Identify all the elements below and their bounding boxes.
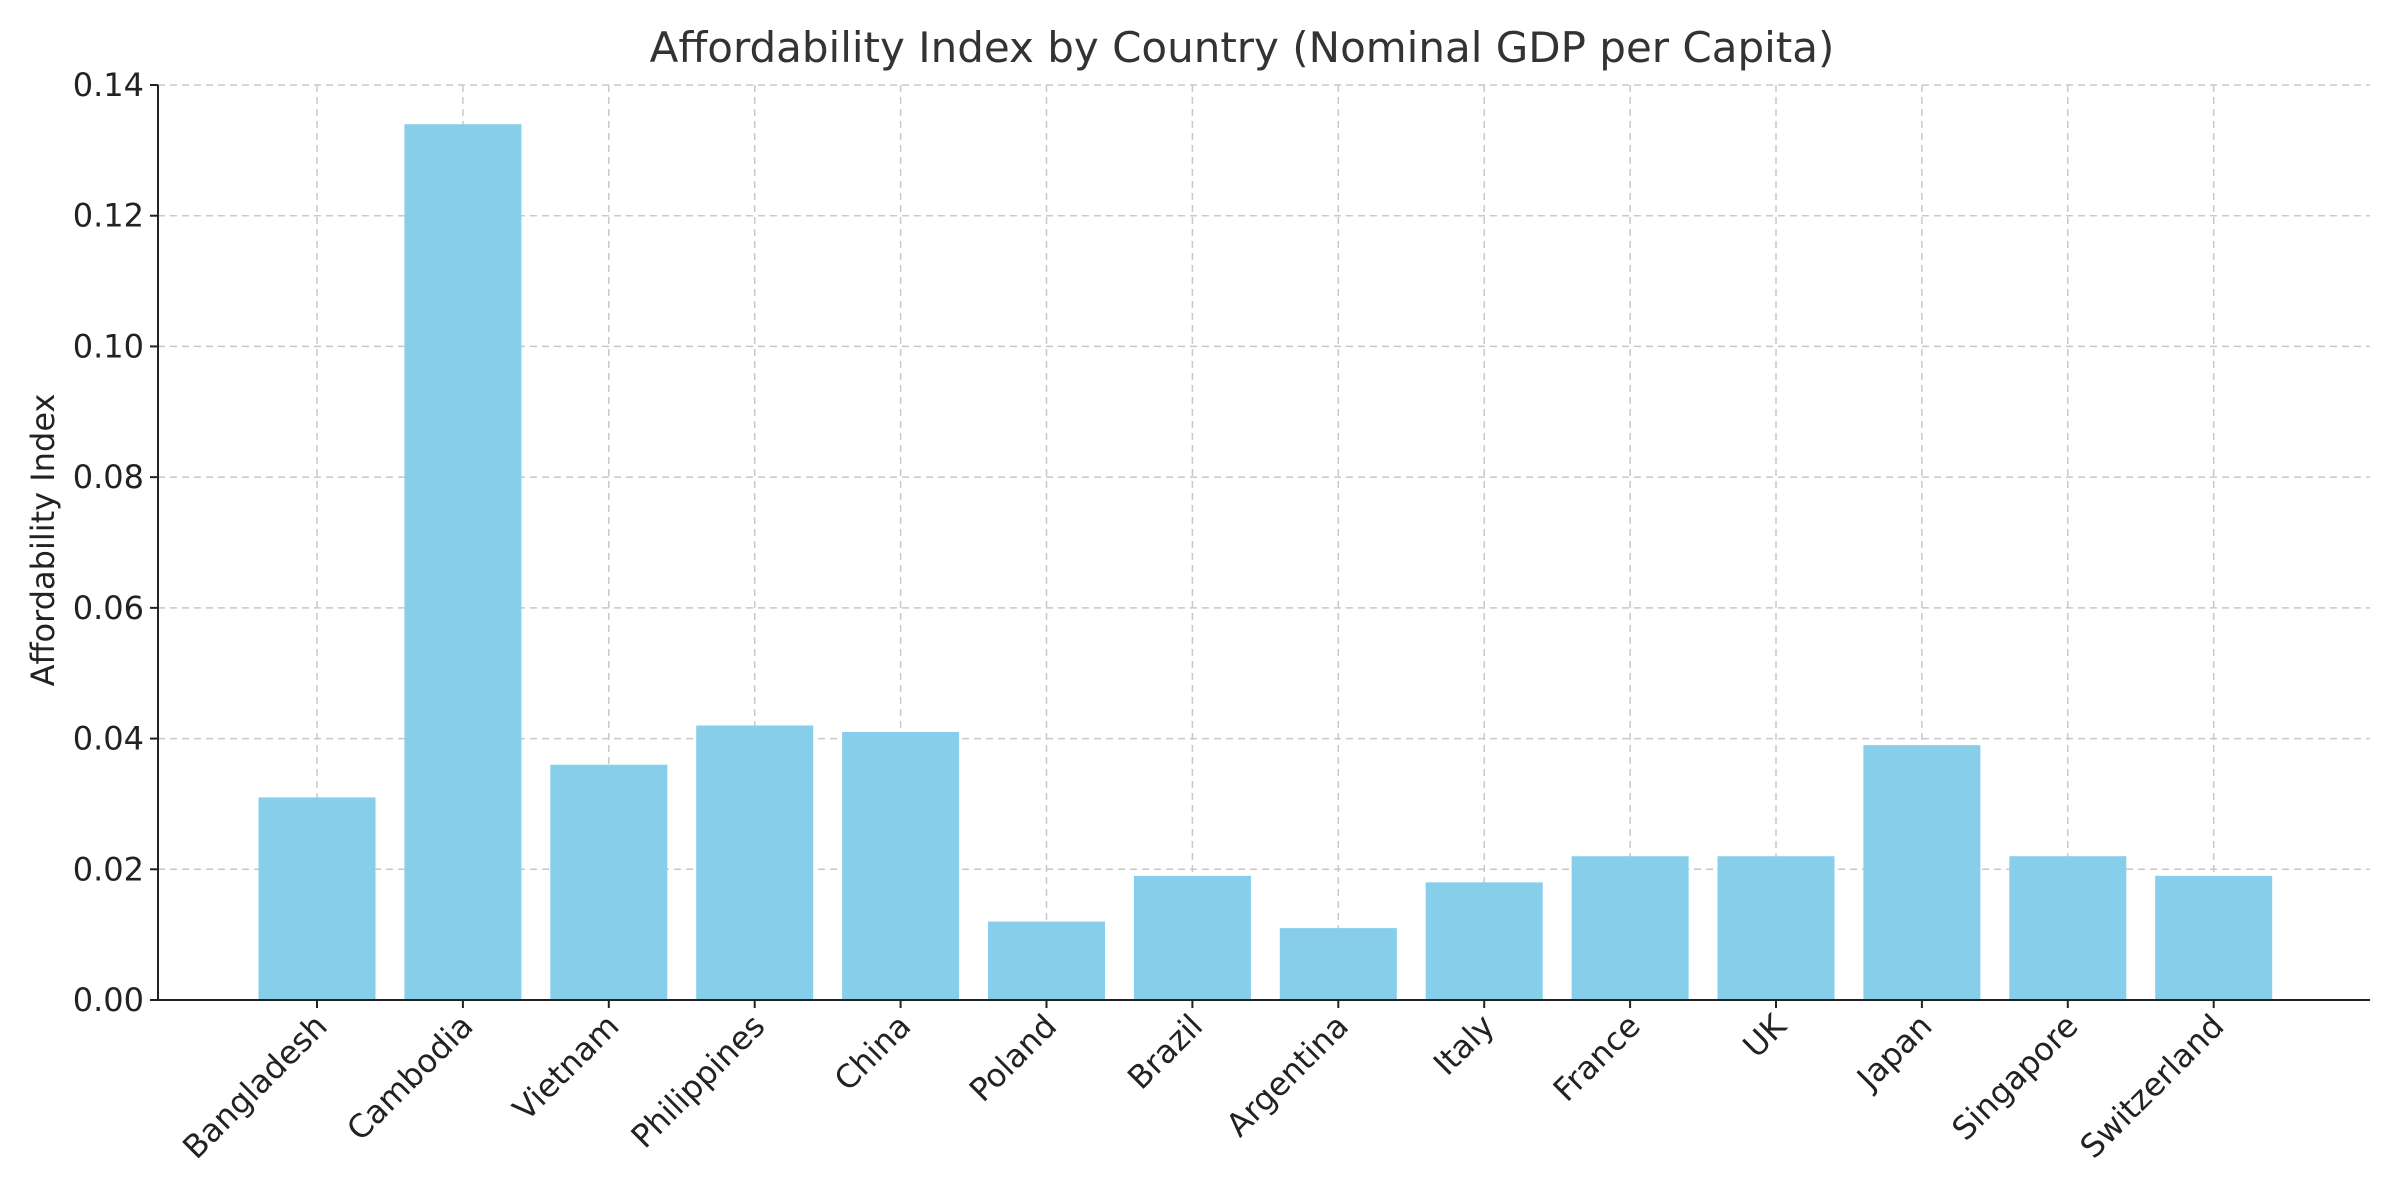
- x-tick-label: France: [1546, 1007, 1648, 1109]
- x-tick-label: Argentina: [1219, 1007, 1356, 1144]
- bar-uk: [1717, 856, 1835, 1000]
- bars: [258, 124, 2273, 1000]
- x-tick-label: Vietnam: [505, 1007, 626, 1128]
- x-tick-label: Bangladesh: [175, 1007, 335, 1167]
- bar-switzerland: [2155, 875, 2273, 1000]
- x-tick-label: Poland: [962, 1007, 1064, 1109]
- y-tick-label: 0.12: [73, 197, 144, 235]
- y-tick-label: 0.00: [73, 981, 144, 1019]
- bar-philippines: [696, 725, 814, 1000]
- axes: [150, 84, 2370, 1008]
- bar-brazil: [1133, 875, 1251, 1000]
- x-tick-label: Japan: [1848, 1007, 1939, 1098]
- chart-title: Affordability Index by Country (Nominal …: [650, 23, 1835, 72]
- x-tick-label: Switzerland: [2073, 1007, 2232, 1166]
- x-tick-label: UK: [1735, 1006, 1794, 1065]
- y-axis-label: Affordability Index: [24, 394, 62, 687]
- x-tick-label: China: [827, 1007, 919, 1099]
- bar-argentina: [1279, 928, 1397, 1000]
- bar-japan: [1863, 745, 1981, 1000]
- bar-italy: [1425, 882, 1543, 1000]
- y-tick-label: 0.10: [73, 327, 144, 365]
- x-tick-label: Cambodia: [339, 1007, 480, 1148]
- bar-france: [1571, 856, 1689, 1000]
- bar-bangladesh: [258, 797, 376, 1000]
- y-tick-label: 0.04: [73, 720, 144, 758]
- bar-cambodia: [404, 124, 522, 1000]
- bar-vietnam: [550, 764, 668, 1000]
- y-tick-label: 0.14: [73, 66, 144, 104]
- bar-poland: [988, 921, 1105, 1000]
- y-tick-label: 0.06: [73, 589, 144, 627]
- x-tick-label: Italy: [1426, 1007, 1502, 1083]
- x-tick-label: Singapore: [1944, 1007, 2085, 1148]
- tick-labels: 0.00 0.02 0.04 0.06 0.08 0.10 0.12 0.14 Banglade…: [73, 66, 2232, 1166]
- bar-singapore: [2009, 856, 2127, 1000]
- y-tick-label: 0.02: [73, 850, 144, 888]
- y-tick-label: 0.08: [73, 458, 144, 496]
- x-tick-label: Philippines: [624, 1007, 773, 1156]
- bar-china: [842, 732, 960, 1000]
- x-tick-label: Brazil: [1120, 1007, 1210, 1097]
